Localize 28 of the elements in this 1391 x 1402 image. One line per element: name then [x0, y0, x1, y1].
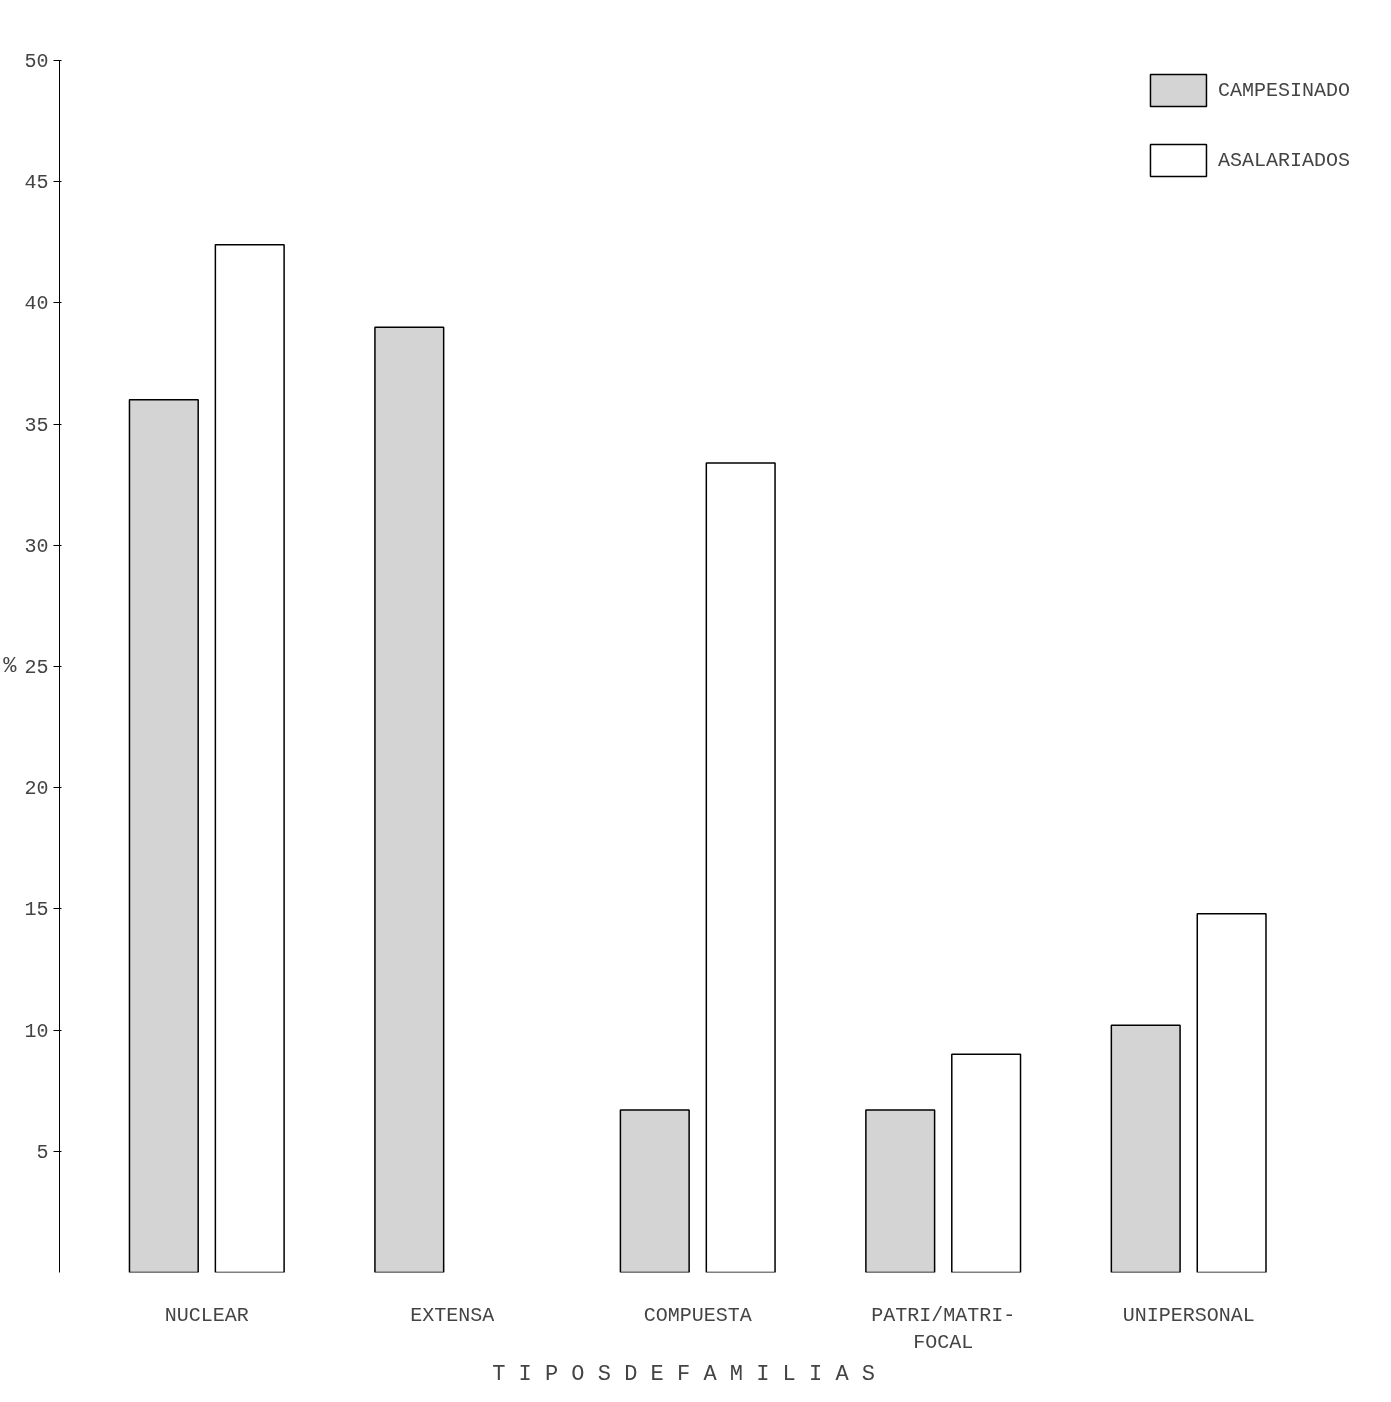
y-tick-label: 15 — [24, 898, 49, 922]
y-tick-label: 5 — [36, 1140, 49, 1164]
y-tick-label: 10 — [24, 1019, 49, 1043]
y-tick-label: 50 — [24, 50, 49, 73]
x-tick-label: PATRI/MATRI-FOCAL — [871, 1303, 1016, 1355]
bar — [951, 1053, 1022, 1273]
bar — [705, 462, 776, 1273]
y-tick-label: 30 — [24, 534, 49, 558]
x-tick-label: EXTENSA — [410, 1303, 495, 1327]
bar — [865, 1109, 936, 1273]
legend-label: ASALARIADOS — [1217, 148, 1350, 172]
bar — [619, 1109, 690, 1273]
x-tick-label: COMPUESTA — [643, 1303, 752, 1327]
x-axis-title: T I P O S D E F A M I L I A S — [492, 1362, 876, 1388]
y-tick-label: 35 — [24, 413, 49, 437]
x-tick-label: NUCLEAR — [164, 1303, 249, 1327]
bar — [1196, 913, 1267, 1273]
y-tick-label: 45 — [24, 171, 49, 195]
bar — [128, 399, 199, 1273]
y-tick-label: 20 — [24, 777, 49, 801]
bar — [214, 243, 285, 1273]
y-tick-label: 40 — [24, 292, 49, 316]
bar — [374, 326, 445, 1273]
x-tick-label: UNIPERSONAL — [1122, 1303, 1255, 1327]
bar — [1110, 1024, 1181, 1273]
y-axis-title: % — [3, 654, 18, 679]
y-tick-label: 25 — [24, 656, 49, 679]
legend-label: CAMPESINADO — [1217, 78, 1350, 102]
